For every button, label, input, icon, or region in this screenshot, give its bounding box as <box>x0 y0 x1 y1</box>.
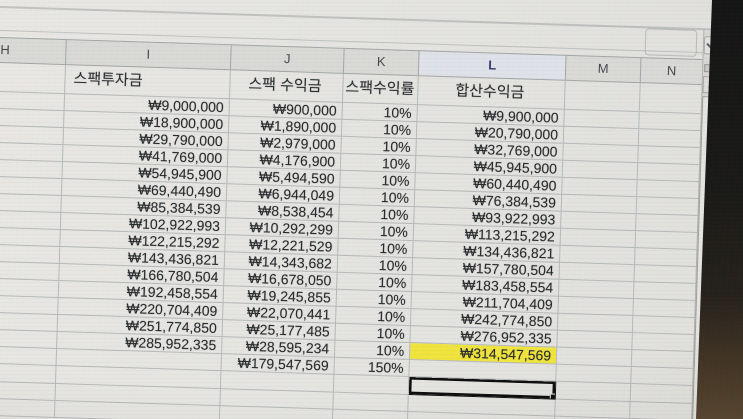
cell-H8[interactable] <box>0 193 62 213</box>
cell-K-empty3[interactable] <box>332 409 408 419</box>
cell-N-empty1[interactable] <box>630 383 693 404</box>
cell-H12[interactable] <box>0 261 60 281</box>
cell-N3[interactable] <box>638 128 701 148</box>
cell-K-empty1[interactable] <box>333 374 409 395</box>
cell-N13[interactable] <box>632 298 696 318</box>
cell-N5[interactable] <box>637 162 700 182</box>
cell-N6[interactable] <box>636 179 700 199</box>
column-header-J[interactable]: J <box>230 44 345 74</box>
cell-N12[interactable] <box>633 281 696 301</box>
cell-H16[interactable] <box>0 329 58 349</box>
cell-N15[interactable] <box>631 332 695 352</box>
cell-N8[interactable] <box>635 213 699 233</box>
cell-H9[interactable] <box>0 210 61 230</box>
cell-N16[interactable] <box>631 349 694 369</box>
header-cell-J[interactable]: 스팩 수익금 <box>229 69 344 103</box>
summary-cell-H[interactable] <box>0 346 57 366</box>
cell-M-empty1[interactable] <box>555 381 631 402</box>
column-header-K[interactable]: K <box>343 48 420 76</box>
cell-H14[interactable] <box>0 295 59 315</box>
cell-H4[interactable] <box>0 125 64 145</box>
header-cell-H[interactable] <box>0 62 66 94</box>
cell-H-empty3[interactable] <box>0 398 55 418</box>
cell-H13[interactable] <box>0 278 59 298</box>
column-header-M[interactable]: M <box>565 55 642 83</box>
cell-N-empty2[interactable] <box>629 401 693 419</box>
header-cell-N[interactable] <box>639 82 703 114</box>
spreadsheet-grid: H I J K L M N 스팩투자금 스팩 수익금 스팩수익률 합산수익금 ₩9,000,000 ₩9… <box>0 37 703 419</box>
cell-H5[interactable] <box>0 142 63 162</box>
cell-N2[interactable] <box>638 111 702 131</box>
summary-cell-N[interactable] <box>630 366 694 386</box>
cell-H15[interactable] <box>0 312 58 332</box>
cell-H6[interactable] <box>0 159 63 179</box>
header-cell-M[interactable] <box>564 80 641 112</box>
cell-N10[interactable] <box>634 247 698 267</box>
cell-N4[interactable] <box>637 145 701 165</box>
header-cell-K[interactable]: 스팩수익률 <box>342 73 419 105</box>
cell-H11[interactable] <box>0 244 60 264</box>
cell-N11[interactable] <box>633 264 697 284</box>
formula-bar-end-box <box>644 28 698 57</box>
cell-H2[interactable] <box>0 91 65 111</box>
window-edge-line <box>0 5 743 35</box>
cell-N7[interactable] <box>636 196 699 216</box>
cell-H-empty2[interactable] <box>0 381 56 401</box>
cell-H3[interactable] <box>0 108 65 128</box>
cell-N14[interactable] <box>632 315 695 335</box>
cell-N9[interactable] <box>635 230 698 250</box>
column-header-H[interactable]: H <box>0 37 67 65</box>
cell-H10[interactable] <box>0 227 61 247</box>
cell-H-empty1[interactable] <box>0 363 57 384</box>
column-header-N[interactable]: N <box>640 57 703 85</box>
header-cell-L[interactable]: 합산수익금 <box>417 75 566 110</box>
cell-H7[interactable] <box>0 176 62 196</box>
